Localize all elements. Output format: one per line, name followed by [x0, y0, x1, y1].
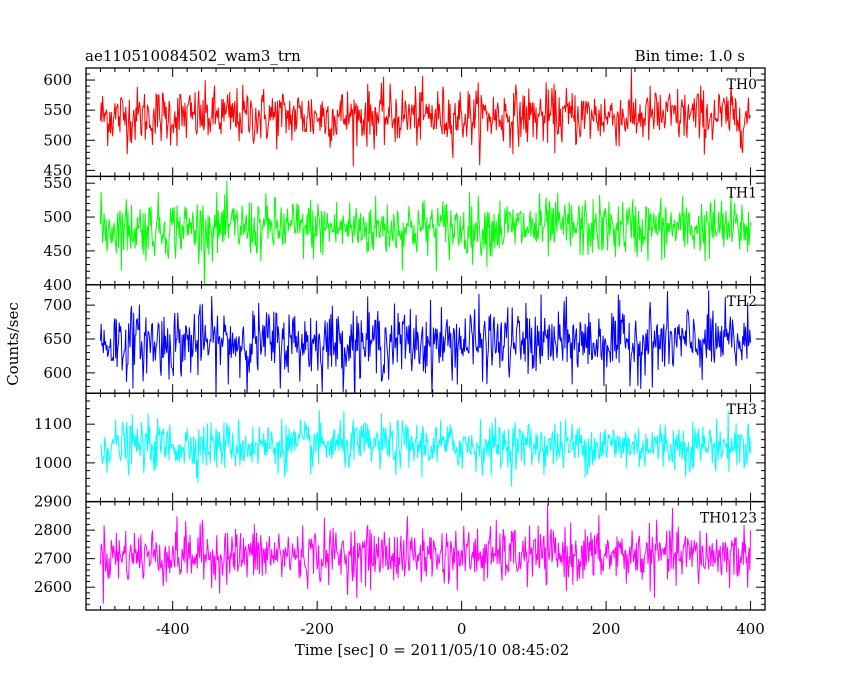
series-line-th0: [99, 68, 751, 167]
y-tick-label: 1000: [34, 454, 72, 472]
y-tick-label: 1100: [34, 415, 72, 433]
panel-label-th1: TH1: [727, 185, 757, 201]
y-tick-label: 400: [43, 276, 72, 294]
x-tick-label: 0: [457, 620, 467, 638]
x-tick-label: -200: [300, 620, 334, 638]
panel-label-th0: TH0: [727, 77, 757, 93]
panels-group: 450 500 550 600 TH0 400 450 500 550 TH1 600 650 700 T…: [34, 67, 766, 638]
bin-time-label: Bin time: 1.0 s: [635, 47, 745, 65]
y-tick-label: 2700: [34, 550, 72, 568]
y-tick-label: 500: [43, 208, 72, 226]
series-line-th3: [100, 410, 752, 487]
panel-frame-th0: [85, 67, 766, 178]
series-line-th2: [99, 290, 752, 394]
y-tick-label: 2600: [34, 578, 72, 596]
y-tick-label: 600: [43, 364, 72, 382]
x-tick-label: 400: [736, 620, 765, 638]
y-tick-label: 450: [43, 242, 72, 260]
x-tick-label: -400: [156, 620, 190, 638]
y-tick-label: 450: [43, 161, 72, 179]
y-tick-label: 2800: [34, 521, 72, 539]
panel-frame-th0123: [85, 500, 766, 611]
panel-label-th3: TH3: [727, 402, 757, 418]
y-tick-label: 2900: [34, 493, 72, 511]
x-tick-label: 200: [592, 620, 621, 638]
series-line-th1: [99, 180, 752, 285]
x-axis-label: Time [sec] 0 = 2011/05/10 08:45:02: [295, 641, 569, 659]
y-tick-label: 550: [43, 174, 72, 192]
y-tick-label: 650: [43, 330, 72, 348]
y-tick-label: 600: [43, 71, 72, 89]
y-tick-label: 550: [43, 101, 72, 119]
panel-label-th0123: TH0123: [700, 511, 757, 527]
panel-label-th2: TH2: [727, 294, 757, 310]
y-tick-label: 700: [43, 296, 72, 314]
chart-title: ae110510084502_wam3_trn: [85, 47, 301, 65]
y-tick-label: 500: [43, 131, 72, 149]
y-axis-label: Counts/sec: [4, 302, 22, 386]
series-line-th0123: [99, 504, 752, 604]
